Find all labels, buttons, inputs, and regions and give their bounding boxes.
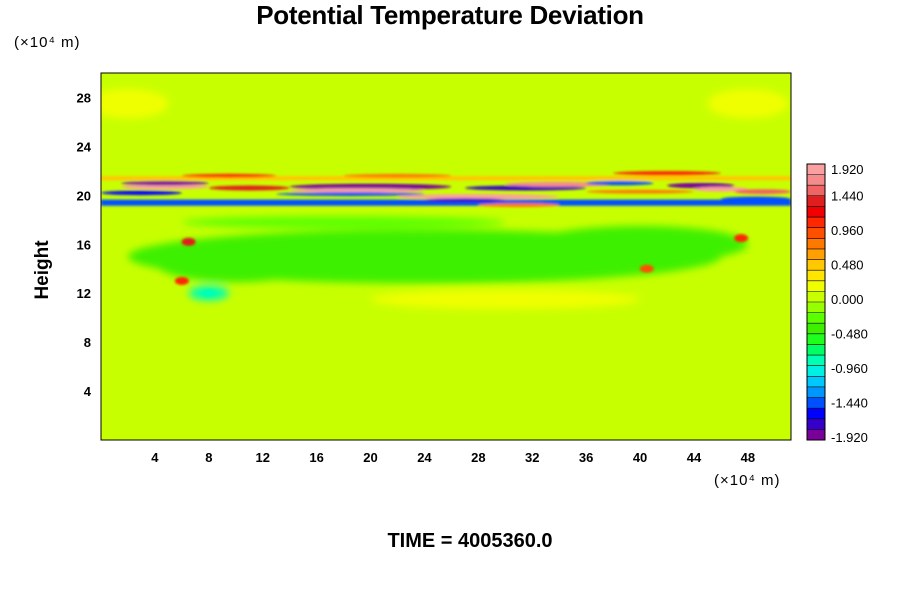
x-tick-label: 12	[255, 450, 269, 465]
x-tick-label: 48	[741, 450, 755, 465]
x-tick-label: 8	[205, 450, 212, 465]
x-tick-label: 32	[525, 450, 539, 465]
x-tick-label: 20	[363, 450, 377, 465]
anomaly-mark	[276, 192, 425, 196]
anomaly-mark	[586, 180, 654, 186]
anomaly-mark	[208, 185, 290, 191]
anomaly-mark	[720, 196, 791, 202]
anomaly-mark	[181, 173, 277, 178]
colorbar-swatch	[807, 164, 825, 176]
anomaly-mark	[613, 171, 721, 176]
y-tick-labels: 4 8 12 16 20 24 28	[77, 90, 92, 399]
time-label: TIME = 4005360.0	[387, 530, 553, 552]
colorbar-swatch	[807, 344, 825, 356]
x-tick-label: 4	[151, 450, 159, 465]
colorbar-swatch	[807, 280, 825, 292]
colorbar-swatch	[807, 429, 825, 441]
colorbar-swatch	[807, 365, 825, 377]
colorbar-swatch	[807, 185, 825, 197]
y-tick-label: 16	[77, 237, 91, 252]
colorbar-label: -0.960	[831, 361, 868, 376]
colorbar-swatch	[807, 248, 825, 261]
colorbar-swatch	[807, 376, 825, 388]
colorbar-swatch	[807, 238, 825, 250]
colorbar-swatch	[807, 333, 825, 345]
anomaly-mark	[397, 194, 560, 200]
x-tick-label: 28	[471, 450, 485, 465]
feature-mark	[181, 237, 196, 246]
colorbar-swatch	[807, 302, 825, 314]
y-tick-label: 12	[77, 286, 91, 301]
colorbar-label: -1.920	[831, 430, 868, 445]
y-tick-label: 20	[77, 188, 91, 203]
x-tick-labels: 4 8 12 16 20 24 28 32 36 40 44 48	[151, 450, 755, 465]
colorbar-label: -0.480	[831, 327, 868, 342]
x-tick-label: 16	[309, 450, 323, 465]
field-plot-area	[101, 73, 791, 440]
colorbar-label: -1.440	[831, 396, 868, 411]
colorbar-label: 0.000	[831, 292, 864, 307]
plot-frame	[100, 72, 792, 441]
colorbar-swatch	[807, 355, 825, 367]
anomaly-mark	[734, 189, 791, 195]
feature-mark	[639, 264, 654, 273]
colorbar-swatch	[807, 397, 825, 409]
y-tick-label: 4	[84, 384, 92, 399]
feature-mark	[174, 276, 189, 285]
colorbar-swatch	[807, 206, 825, 218]
chart-title: Potential Temperature Deviation	[256, 0, 644, 30]
x-tick-label: 44	[687, 450, 702, 465]
x-tick-label: 36	[579, 450, 593, 465]
y-tick-label: 8	[84, 335, 91, 350]
anomaly-mark	[289, 188, 425, 193]
x-axis-unit: (×10⁴ m)	[714, 472, 781, 489]
colorbar-swatch	[807, 174, 825, 186]
feature-mark	[734, 234, 749, 243]
anomaly-mark	[693, 186, 748, 192]
y-tick-label: 28	[77, 90, 91, 105]
colorbar-swatch	[807, 312, 825, 324]
anomaly-band	[101, 171, 791, 207]
colorbar-swatch	[807, 418, 825, 430]
x-tick-label: 24	[417, 450, 432, 465]
anomaly-mark	[464, 185, 587, 191]
colorbar-label: 0.480	[831, 258, 864, 273]
anomaly-mark	[101, 190, 182, 196]
y-axis-unit: (×10⁴ m)	[14, 34, 81, 51]
colorbar-swatch	[807, 195, 825, 207]
colorbar-swatch	[807, 270, 825, 282]
colorbar-label: 1.440	[831, 189, 864, 204]
anomaly-mark	[289, 183, 452, 190]
x-tick-label: 40	[633, 450, 647, 465]
colorbar: 1.920 1.440 0.960 0.480 0.000 -0.480 -0.960 -1.…	[806, 162, 868, 445]
colorbar-swatch	[807, 291, 825, 303]
anomaly-mark	[121, 184, 209, 190]
colorbar-label: 0.960	[831, 223, 864, 238]
colorbar-swatch	[807, 217, 825, 229]
colorbar-swatch	[807, 259, 825, 271]
anomaly-mark	[586, 189, 694, 194]
colorbar-swatch	[807, 408, 825, 420]
anomaly-mark	[343, 173, 452, 178]
colorbar-swatch	[807, 323, 825, 335]
colorbar-label: 1.920	[831, 162, 864, 177]
colorbar-swatch	[807, 386, 825, 399]
feature-mark	[201, 289, 216, 298]
anomaly-mark	[424, 198, 506, 203]
colorbar-swatch	[807, 227, 825, 239]
anomaly-mark	[121, 180, 209, 186]
y-tick-label: 24	[77, 139, 92, 154]
anomaly-mark	[478, 203, 560, 207]
